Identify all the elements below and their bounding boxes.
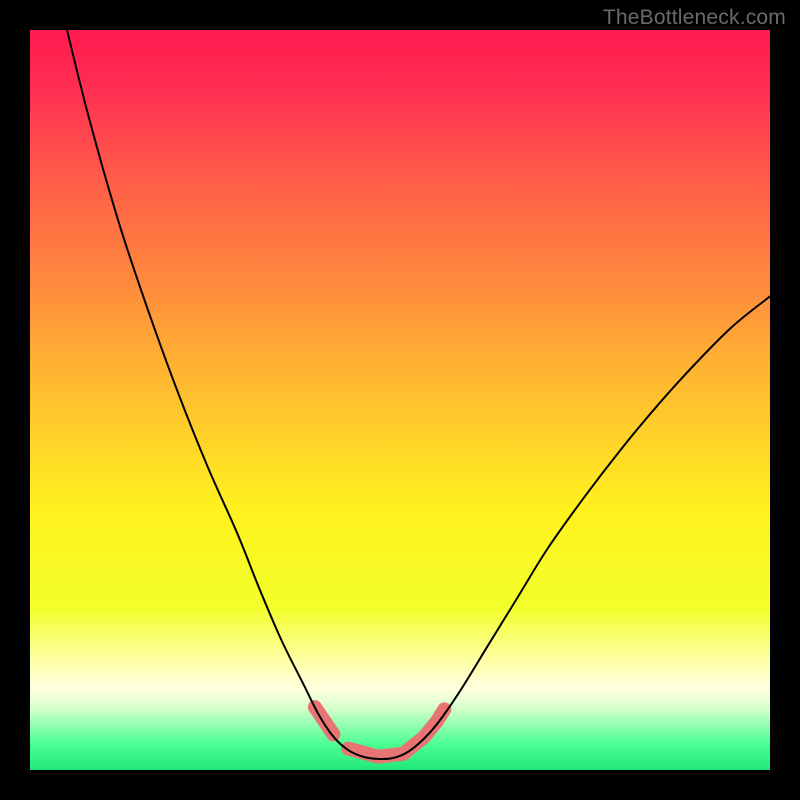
chart-plot-area [30,30,770,770]
bottleneck-curve [67,30,770,759]
trough-marker-segment [406,709,444,751]
watermark-text: TheBottleneck.com [603,6,786,30]
chart-curve-layer [30,30,770,770]
trough-marker-group [315,707,445,757]
